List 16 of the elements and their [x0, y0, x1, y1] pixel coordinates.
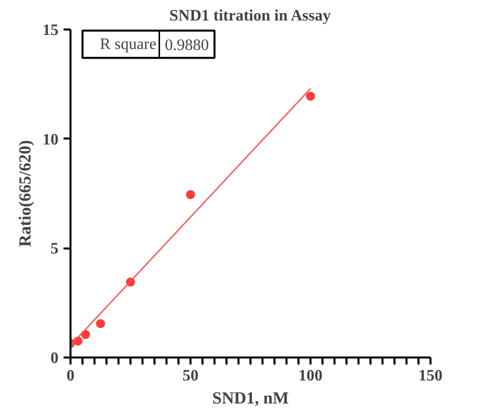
chart-title: SND1 titration in Assay: [169, 8, 331, 24]
y-tick-label: 10: [42, 131, 58, 148]
x-tick-label: 150: [418, 368, 442, 384]
y-tick-label: 5: [50, 240, 58, 258]
x-axis-title: SND1, nM: [212, 388, 289, 408]
x-tick-label: 50: [182, 368, 198, 384]
y-axis-title: Ratio(665/620): [16, 140, 34, 247]
annotation: 0.9880: [164, 36, 209, 54]
x-tick-label: 100: [298, 368, 322, 384]
point: [96, 319, 105, 328]
y-tick-label: 0: [50, 350, 58, 367]
point: [306, 92, 315, 101]
point: [186, 190, 195, 200]
x-tick-label: 0: [66, 368, 74, 384]
y-tick-label: 15: [42, 22, 58, 39]
annotation: R square: [100, 36, 156, 53]
